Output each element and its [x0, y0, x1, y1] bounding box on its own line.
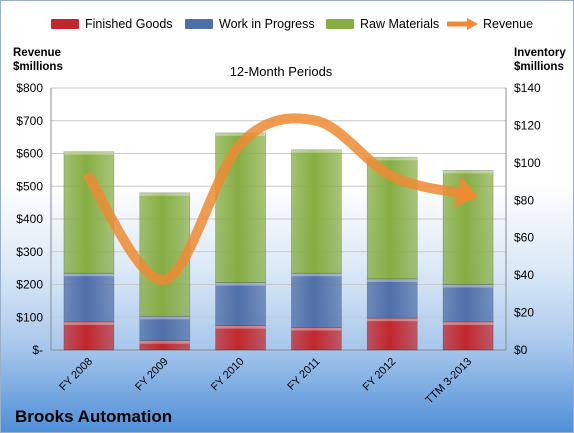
left-tick-label: $700 [16, 114, 43, 128]
bar-top-highlight [443, 284, 494, 288]
x-tick-label: FY 2010 [209, 356, 247, 394]
x-tick-label: FY 2008 [57, 356, 95, 394]
right-tick-label: $60 [514, 231, 534, 245]
left-tick-label: $300 [16, 245, 43, 259]
bar-work-in-progress [366, 278, 418, 319]
legend-arrow-icon [447, 18, 478, 30]
legend-item-work-in-progress: Work in Progress [185, 17, 315, 31]
bar-top-highlight [215, 132, 266, 136]
left-tick-label: $500 [16, 179, 43, 193]
right-tick-label: $80 [514, 193, 534, 207]
right-axis-title-line-1: Inventory [514, 47, 566, 59]
bar-top-highlight [367, 157, 418, 161]
left-axis-title-line-2: $millions [13, 61, 63, 73]
legend-label-raw-materials: Raw Materials [360, 17, 440, 31]
bar-raw-materials [291, 149, 342, 274]
bar-top-highlight [139, 340, 190, 344]
right-tick-label: $20 [514, 306, 534, 320]
right-tick-label: $100 [514, 156, 541, 170]
bar-work-in-progress [63, 272, 115, 323]
x-tick-label: FY 2009 [133, 356, 171, 394]
legend-label-finished-goods: Finished Goods [85, 17, 173, 31]
bar-finished-goods [442, 321, 494, 351]
bar-top-highlight [63, 273, 114, 277]
bar-work-in-progress [215, 282, 266, 327]
legend-label-work-in-progress: Work in Progress [219, 17, 315, 31]
bar-top-highlight [139, 192, 190, 196]
left-tick-label: $800 [16, 81, 43, 95]
bar-top-highlight [291, 149, 342, 153]
bar-top-highlight [63, 321, 114, 325]
bar-top-highlight [139, 316, 190, 320]
legend-swatch-raw-materials [326, 19, 354, 29]
revenue-arrowhead [453, 176, 478, 208]
left-axis-title: Revenue $millions [13, 46, 63, 74]
x-tick-label: FY 2012 [361, 356, 399, 394]
legend-label-revenue: Revenue [483, 17, 534, 31]
legend-item-revenue: Revenue [447, 17, 533, 31]
bar-finished-goods [215, 325, 266, 351]
legend-item-finished-goods: Finished Goods [51, 17, 173, 31]
bar-work-in-progress [291, 272, 342, 328]
bar-top-highlight [443, 170, 494, 174]
right-tick-label: $0 [514, 343, 528, 357]
revenue-line [83, 113, 474, 285]
bar-top-highlight [367, 318, 418, 322]
bar-top-highlight [443, 321, 494, 325]
legend-swatch-work-in-progress [185, 19, 213, 29]
left-tick-label: $200 [16, 278, 43, 292]
bar-top-highlight [63, 151, 114, 155]
x-tick-label: FY 2011 [285, 356, 322, 393]
bar-work-in-progress [442, 284, 494, 323]
left-tick-label: $100 [16, 310, 43, 324]
bar-finished-goods [291, 327, 342, 351]
bar-top-highlight [367, 278, 418, 282]
bar-top-highlight [291, 327, 342, 331]
bar-finished-goods [63, 321, 115, 351]
bar-top-highlight [291, 273, 342, 277]
chart-subtitle: 12-Month Periods [229, 64, 333, 79]
legend: Finished Goods Work in Progress Raw Mate… [1, 17, 573, 33]
right-tick-label: $40 [514, 268, 534, 282]
left-tick-label: $- [32, 343, 43, 357]
bar-work-in-progress [139, 315, 191, 341]
company-name: Brooks Automation [15, 407, 173, 426]
legend-swatch-finished-goods [51, 19, 79, 29]
bar-raw-materials [215, 132, 266, 283]
right-axis-title-line-2: $millions [514, 61, 564, 73]
right-tick-label: $120 [514, 118, 541, 132]
bar-finished-goods [366, 317, 418, 351]
x-tick-label: TTM 3-2013 [423, 356, 474, 407]
bar-top-highlight [215, 282, 266, 286]
legend-item-raw-materials: Raw Materials [326, 17, 439, 31]
left-axis-title-line-1: Revenue [13, 47, 61, 59]
right-tick-label: $140 [514, 81, 541, 95]
left-tick-label: $400 [16, 212, 43, 226]
right-axis-title: Inventory $millions [514, 46, 566, 74]
bar-top-highlight [215, 325, 266, 329]
left-tick-label: $600 [16, 147, 43, 161]
